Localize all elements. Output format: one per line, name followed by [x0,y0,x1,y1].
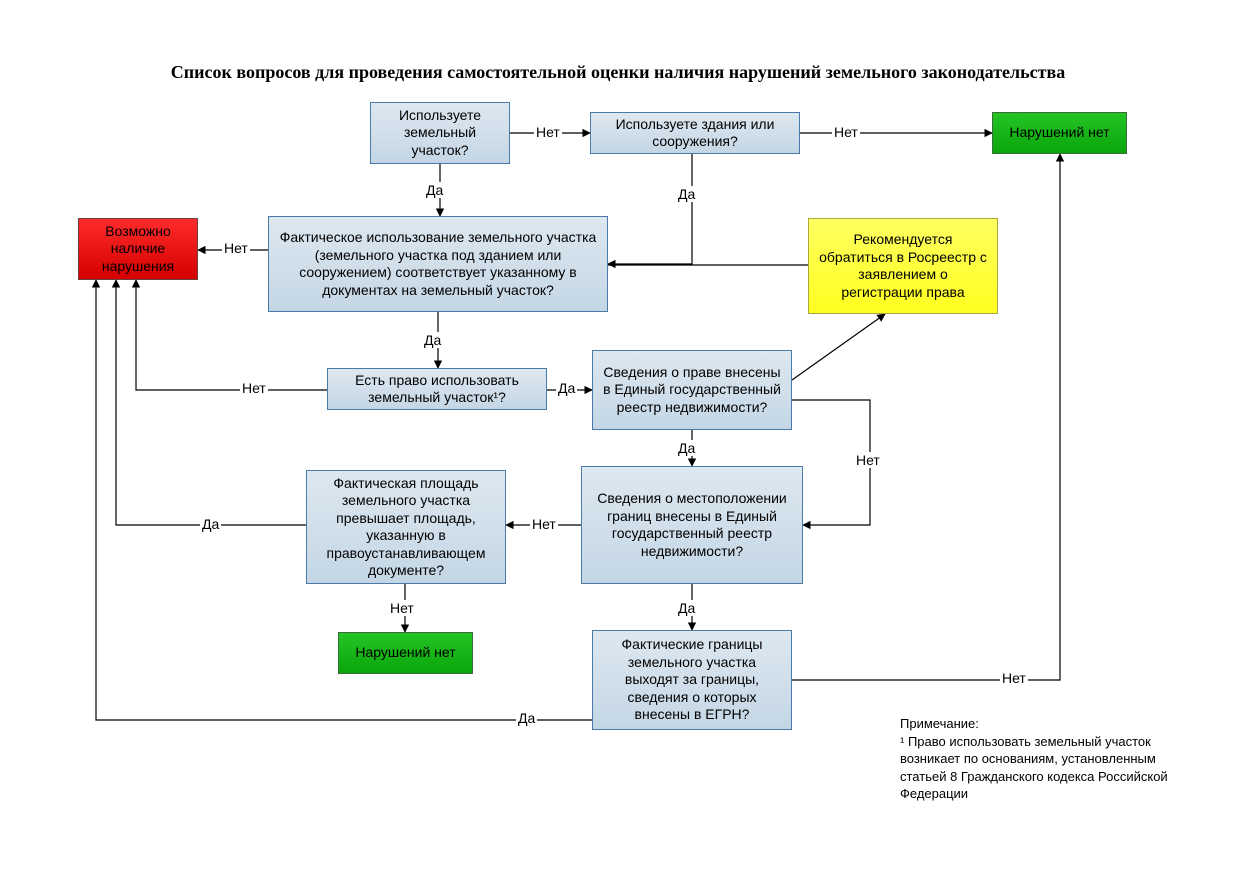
node-q_actual_bounds-label: Фактические границы земельного участка в… [601,636,783,724]
node-recommend: Рекомендуется обратиться в Росреестр с з… [808,218,998,314]
node-q_actual_use-label: Фактическое использование земельного уча… [277,229,599,299]
node-no_violation_mid: Нарушений нет [338,632,473,674]
edge-e14-label: Да [200,516,221,532]
edge-e8-label: Да [556,380,577,396]
edge-e10-label: Да [676,440,697,456]
node-q_use_building: Используете здания или сооружения? [590,112,800,154]
node-q_area_exceeds-label: Фактическая площадь земельного участка п… [315,475,497,580]
edge-e14 [116,280,306,525]
node-no_violation_top-label: Нарушений нет [1009,124,1109,142]
edge-e3-label: Да [424,182,445,198]
edge-e2-label: Нет [832,124,860,140]
edge-e5-label: Нет [222,240,250,256]
flowchart-stage: Список вопросов для проведения самостоят… [0,0,1236,872]
node-q_bounds_in_egrn: Сведения о местоположении границ внесены… [581,466,803,584]
node-q_bounds_in_egrn-label: Сведения о местоположении границ внесены… [590,490,794,560]
node-violation-label: Возможно наличие нарушения [87,223,189,276]
node-q_use_land: Используете земельный участок? [370,102,510,164]
node-recommend-label: Рекомендуется обратиться в Росреестр с з… [817,231,989,301]
footnote: Примечание: ¹ Право использовать земельн… [900,715,1195,803]
edge-e7-label: Нет [240,380,268,396]
edge-e4-label: Да [676,186,697,202]
edge-e15-label: Да [516,710,537,726]
edge-e1-label: Нет [534,124,562,140]
node-q_actual_bounds: Фактические границы земельного участка в… [592,630,792,730]
node-violation: Возможно наличие нарушения [78,218,198,280]
edge-e13-label: Нет [388,600,416,616]
footnote-heading: Примечание: [900,715,1195,733]
node-no_violation_top: Нарушений нет [992,112,1127,154]
edge-e12-label: Да [676,600,697,616]
edge-e16-label: Нет [1000,670,1028,686]
node-q_has_right: Есть право использовать земельный участо… [327,368,547,410]
node-q_has_right-label: Есть право использовать земельный участо… [336,372,538,407]
edge-e11-label: Нет [530,516,558,532]
edge-e17-label: Нет [854,452,882,468]
page-title: Список вопросов для проведения самостоят… [0,62,1236,83]
edge-e4 [608,154,692,264]
node-q_use_building-label: Используете здания или сооружения? [599,116,791,151]
footnote-text: ¹ Право использовать земельный участок в… [900,733,1195,803]
node-q_use_land-label: Используете земельный участок? [379,107,501,160]
node-q_right_in_egrn: Сведения о праве внесены в Единый госуда… [592,350,792,430]
edge-e9 [792,314,885,380]
node-q_right_in_egrn-label: Сведения о праве внесены в Единый госуда… [601,364,783,417]
node-q_actual_use: Фактическое использование земельного уча… [268,216,608,312]
node-no_violation_mid-label: Нарушений нет [355,644,455,662]
node-q_area_exceeds: Фактическая площадь земельного участка п… [306,470,506,584]
edge-e6-label: Да [422,332,443,348]
